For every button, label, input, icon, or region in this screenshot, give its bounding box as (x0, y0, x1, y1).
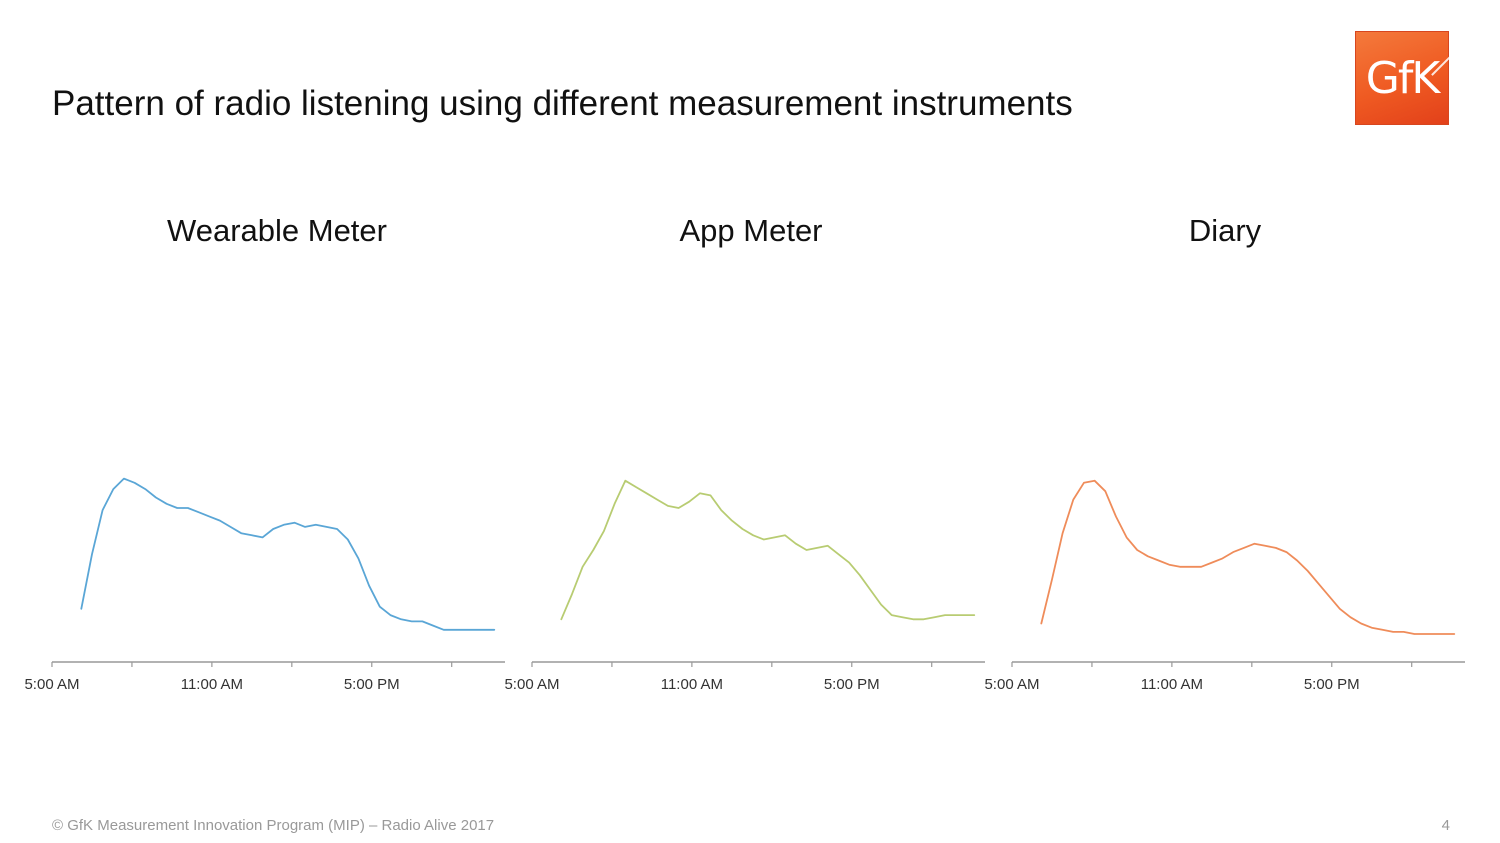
x-tick-label: 5:00 PM (1304, 676, 1360, 693)
x-tick-label: 5:00 PM (824, 676, 880, 693)
chart-title-app-meter: App Meter (679, 213, 823, 248)
series-line-app-meter (560, 479, 976, 621)
x-tick-label: 5:00 AM (504, 676, 559, 693)
x-tick-label: 5:00 AM (24, 676, 79, 693)
x-tick-label: 11:00 AM (661, 676, 723, 693)
page-number: 4 (1441, 817, 1450, 834)
x-tick-label: 11:00 AM (181, 676, 243, 693)
chart-wearable-meter: 5:00 AM 11:00 AM 5:00 PM (24, 477, 505, 693)
logo-text: GfK (1365, 53, 1440, 104)
x-tick-label: 5:00 AM (984, 676, 1039, 693)
x-tick-label: 5:00 PM (344, 676, 400, 693)
series-line-diary (1040, 479, 1456, 635)
x-tick-label: 11:00 AM (1141, 676, 1203, 693)
gfk-logo: GfK (1355, 31, 1449, 125)
chart-app-meter: 5:00 AM 11:00 AM 5:00 PM (504, 479, 985, 693)
chart-title-diary: Diary (1188, 213, 1262, 248)
footer-copyright: © GfK Measurement Innovation Program (MI… (52, 817, 495, 834)
series-line-wearable-meter (80, 477, 496, 631)
slide-title: Pattern of radio listening using differe… (52, 84, 1073, 123)
chart-diary: 5:00 AM 11:00 AM 5:00 PM (984, 479, 1465, 693)
chart-title-wearable-meter: Wearable Meter (167, 213, 387, 248)
